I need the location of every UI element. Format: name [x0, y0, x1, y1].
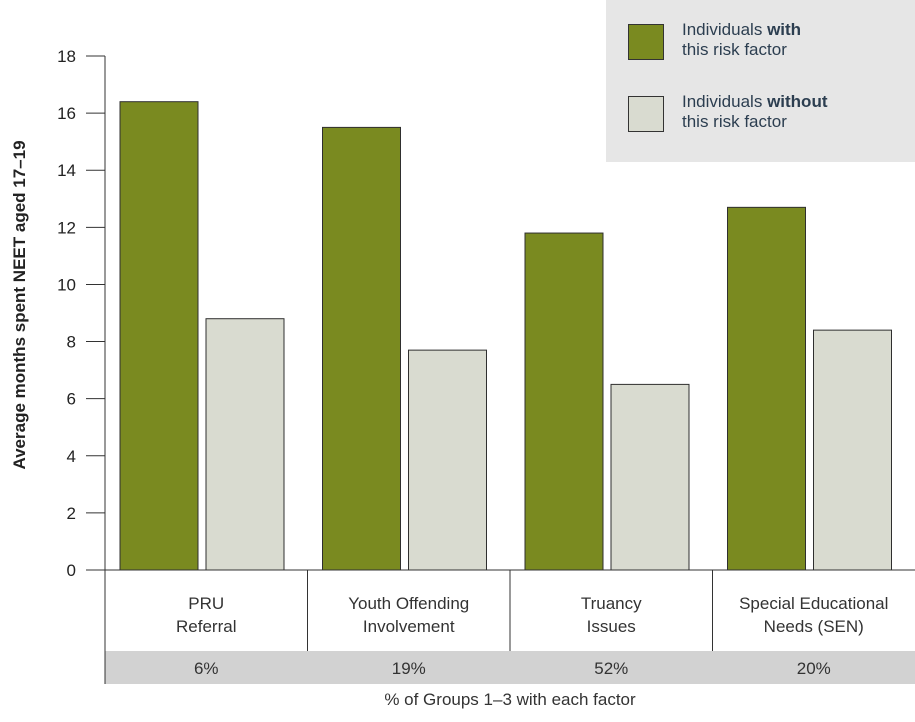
category-table: PRU Referral 6% Youth Offending Involvement 1…	[104, 570, 915, 684]
y-axis-title: Average months spent NEET aged 17–19	[10, 140, 29, 470]
bar-without-1	[408, 349, 487, 571]
y-tick-label-2: 2	[67, 504, 76, 523]
category-label-1-1: Involvement	[363, 617, 455, 636]
y-tick-label-6: 6	[67, 390, 76, 409]
y-tick-label-4: 4	[67, 447, 76, 466]
share-row-background	[105, 651, 915, 684]
category-label-2-1: Issues	[587, 617, 636, 636]
legend-swatch-without	[628, 96, 664, 132]
category-label-0-0: PRU	[188, 594, 224, 613]
share-axis-label: % of Groups 1–3 with each factor	[384, 690, 636, 709]
bars-group	[119, 101, 892, 571]
y-tick-label-16: 16	[57, 104, 76, 123]
y-tick-label-14: 14	[57, 161, 76, 180]
legend-swatch-with	[628, 24, 664, 60]
legend-with-pre: Individuals	[682, 20, 768, 39]
share-label-1: 19%	[392, 659, 426, 678]
bar-with-1	[322, 126, 401, 571]
category-label-2-0: Truancy	[581, 594, 642, 613]
share-label-3: 20%	[797, 659, 831, 678]
legend-with-post: this risk factor	[682, 40, 787, 59]
legend-label-with: Individuals with this risk factor	[682, 20, 801, 60]
legend: Individuals with this risk factor Indivi…	[606, 0, 915, 162]
category-label-3-1: Needs (SEN)	[764, 617, 864, 636]
y-tick-label-0: 0	[67, 561, 76, 580]
share-label-2: 52%	[594, 659, 628, 678]
bar-without-3	[813, 329, 892, 571]
legend-without-bold: without	[767, 92, 828, 111]
category-label-1-0: Youth Offending	[348, 594, 469, 613]
bar-with-2	[524, 232, 604, 571]
bar-without-0	[205, 318, 285, 571]
share-label-0: 6%	[194, 659, 219, 678]
y-tick-label-12: 12	[57, 218, 76, 237]
category-label-3-0: Special Educational	[739, 594, 888, 613]
axes-group: 0 2 4 6 8 10 12 14 16 18	[57, 47, 915, 580]
legend-label-without: Individuals without this risk factor	[682, 92, 827, 132]
category-label-0-1: Referral	[176, 617, 236, 636]
y-tick-label-10: 10	[57, 275, 76, 294]
y-tick-label-18: 18	[57, 47, 76, 66]
legend-without-pre: Individuals	[682, 92, 768, 111]
legend-with-bold: with	[767, 20, 802, 39]
bar-without-2	[610, 383, 690, 571]
y-tick-label-8: 8	[67, 333, 76, 352]
bar-with-3	[727, 206, 806, 571]
legend-without-post: this risk factor	[682, 112, 787, 131]
bar-with-0	[119, 101, 199, 571]
